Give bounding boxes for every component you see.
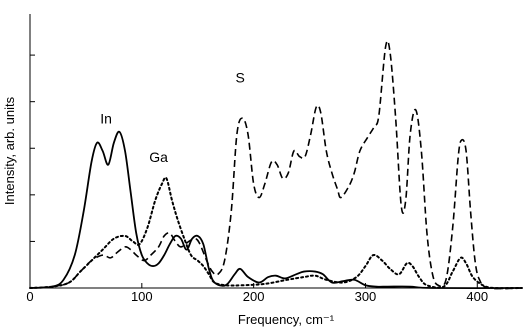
x-tick-label: 100 [131,289,153,304]
x-tick-label: 200 [243,289,265,304]
annotation-s: S [236,70,245,86]
x-tick-label: 0 [26,289,33,304]
x-axis-label: Frequency, cm⁻¹ [238,312,335,327]
y-axis-label: Intensity, arb. units [2,96,17,205]
x-tick-label: 300 [355,289,377,304]
x-tick-label: 400 [466,289,488,304]
series-layer [29,40,523,290]
series-dashed-line [29,40,523,290]
annotation-ga: Ga [149,149,168,165]
annotation-in: In [100,111,112,127]
axes: 0 100 200 300 400 [26,14,522,304]
series-solid-line [29,130,523,290]
series-dotted-line [29,176,523,290]
annotation-layer: In Ga S [100,70,245,165]
